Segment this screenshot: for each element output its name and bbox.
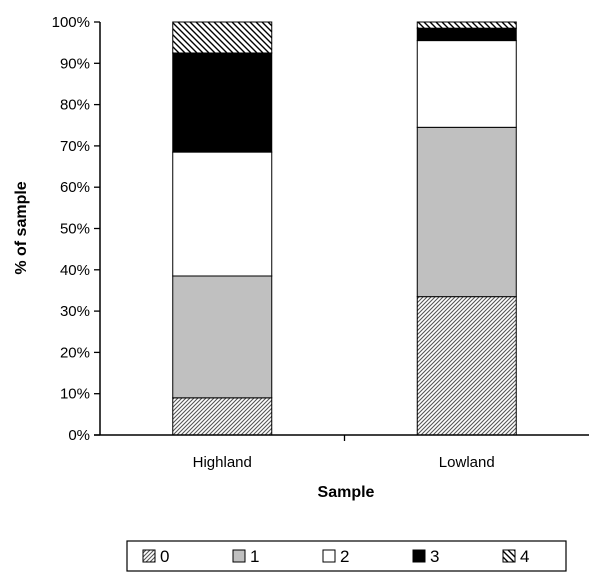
bar-segment-4-highland <box>172 21 273 54</box>
legend-swatch-1 <box>232 549 246 563</box>
bar-segment-1-lowland <box>416 126 517 298</box>
bar-segment-0-lowland <box>416 296 517 436</box>
legend-label: 2 <box>340 547 349 566</box>
bar-segment-0-highland <box>172 397 273 436</box>
bar-segment-2-highland <box>172 151 273 277</box>
y-tick-label: 30% <box>60 303 90 320</box>
y-tick-label: 90% <box>60 55 90 72</box>
bar-segment-3-lowland <box>416 27 517 42</box>
legend-box <box>126 540 567 572</box>
legend-swatch-0 <box>142 549 156 563</box>
bar-segment-1-highland <box>172 275 273 399</box>
bar-segment-3-highland <box>172 52 273 153</box>
plot-area: 0% 10% 20% 30% 40% 50% 60% 70% 80% 90% 100% Highlan… <box>52 14 589 471</box>
y-tick-label: 80% <box>60 97 90 114</box>
legend-label: 1 <box>250 547 259 566</box>
legend-label: 3 <box>430 547 439 566</box>
y-tick-label: 70% <box>60 138 90 155</box>
legend: 0 1 2 3 4 <box>126 540 567 572</box>
y-tick-label: 10% <box>60 386 90 403</box>
y-axis-title: % of sample <box>13 181 30 274</box>
x-tick-label: Lowland <box>439 454 495 471</box>
bar-segment-4-lowland <box>416 21 517 29</box>
y-tick-label: 0% <box>68 427 90 444</box>
legend-swatch-2 <box>322 549 336 563</box>
y-tick-label: 20% <box>60 344 90 361</box>
legend-label: 4 <box>520 547 529 566</box>
legend-swatch-4 <box>502 549 516 563</box>
y-tick-label: 40% <box>60 262 90 279</box>
y-tick-label: 60% <box>60 179 90 196</box>
bar-segment-2-lowland <box>416 40 517 128</box>
legend-label: 0 <box>160 547 169 566</box>
legend-swatch-3 <box>412 549 426 563</box>
y-tick-label: 100% <box>52 14 90 31</box>
x-axis-title: Sample <box>318 484 375 501</box>
x-tick-label: Highland <box>193 454 252 471</box>
y-tick-label: 50% <box>60 221 90 238</box>
